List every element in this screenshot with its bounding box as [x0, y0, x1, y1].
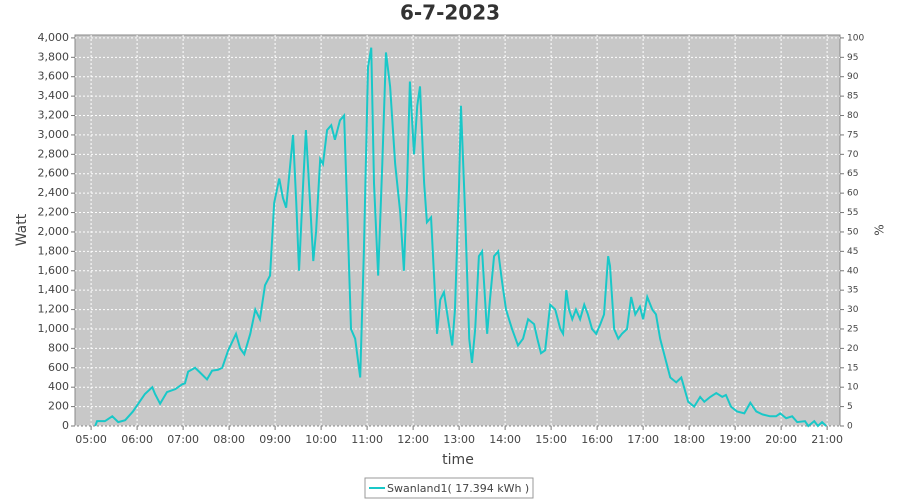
y2-tick-label: 55: [847, 208, 858, 218]
y2-tick-label: 25: [847, 324, 858, 334]
y2-tick-label: 85: [847, 92, 858, 102]
chart-title: 6-7-2023: [400, 1, 500, 25]
y2-tick-label: 100: [847, 33, 864, 43]
y-tick-label: 2,200: [38, 206, 70, 219]
y2-tick-label: 10: [847, 383, 859, 393]
y-tick-label: 3,400: [38, 89, 70, 102]
y2-tick-label: 35: [847, 286, 858, 296]
y-tick-label: 1,200: [38, 303, 70, 316]
y2-axis-label: %: [873, 224, 887, 235]
y-tick-label: 3,600: [38, 70, 70, 83]
y-tick-label: 1,800: [38, 244, 70, 257]
y2-tick-label: 60: [847, 189, 859, 199]
y-tick-label: 1,000: [38, 322, 70, 335]
y2-tick-label: 75: [847, 130, 858, 140]
y-tick-label: 1,600: [38, 264, 70, 277]
x-tick-label: 05:00: [75, 433, 107, 446]
y2-tick-label: 50: [847, 227, 859, 237]
y-tick-label: 800: [48, 341, 69, 354]
y-tick-label: 0: [62, 419, 69, 432]
x-tick-label: 12:00: [397, 433, 429, 446]
y-tick-label: 4,000: [38, 31, 70, 44]
y2-tick-label: 20: [847, 344, 859, 354]
y2-tick-label: 15: [847, 363, 858, 373]
y2-tick-label: 45: [847, 247, 858, 257]
y2-tick-label: 0: [847, 422, 853, 432]
x-tick-label: 16:00: [581, 433, 613, 446]
y-axis-label: Watt: [14, 213, 30, 246]
x-tick-label: 11:00: [351, 433, 383, 446]
x-tick-label: 07:00: [167, 433, 199, 446]
y-tick-label: 3,200: [38, 109, 70, 122]
y-tick-label: 2,600: [38, 167, 70, 180]
x-axis-label: time: [442, 452, 474, 468]
x-tick-label: 14:00: [489, 433, 521, 446]
y-tick-label: 600: [48, 361, 69, 374]
y2-tick-label: 80: [847, 111, 859, 121]
y2-tick-label: 65: [847, 169, 858, 179]
x-tick-label: 13:00: [443, 433, 475, 446]
x-tick-label: 09:00: [259, 433, 291, 446]
y2-tick-label: 90: [847, 72, 859, 82]
y-tick-label: 400: [48, 380, 69, 393]
y2-tick-label: 70: [847, 150, 859, 160]
x-tick-label: 15:00: [535, 433, 567, 446]
y2-tick-label: 30: [847, 305, 859, 315]
x-tick-label: 21:00: [811, 433, 843, 446]
y-tick-label: 2,400: [38, 186, 70, 199]
legend-label: Swanland1( 17.394 kWh ): [387, 482, 529, 495]
y2-tick-label: 40: [847, 266, 859, 276]
y-tick-label: 3,000: [38, 128, 70, 141]
x-tick-label: 20:00: [765, 433, 797, 446]
y-tick-label: 2,800: [38, 147, 70, 160]
x-tick-label: 17:00: [627, 433, 659, 446]
x-tick-label: 19:00: [719, 433, 751, 446]
x-tick-label: 08:00: [213, 433, 245, 446]
y-tick-label: 3,800: [38, 50, 70, 63]
y2-tick-label: 95: [847, 53, 858, 63]
x-tick-label: 10:00: [305, 433, 337, 446]
data-line: [94, 47, 827, 428]
y-tick-label: 1,400: [38, 283, 70, 296]
x-tick-label: 18:00: [673, 433, 705, 446]
legend: [364, 477, 534, 499]
y-tick-label: 200: [48, 400, 69, 413]
y2-tick-label: 5: [847, 402, 853, 412]
y-tick-label: 2,000: [38, 225, 70, 238]
x-tick-label: 06:00: [121, 433, 153, 446]
